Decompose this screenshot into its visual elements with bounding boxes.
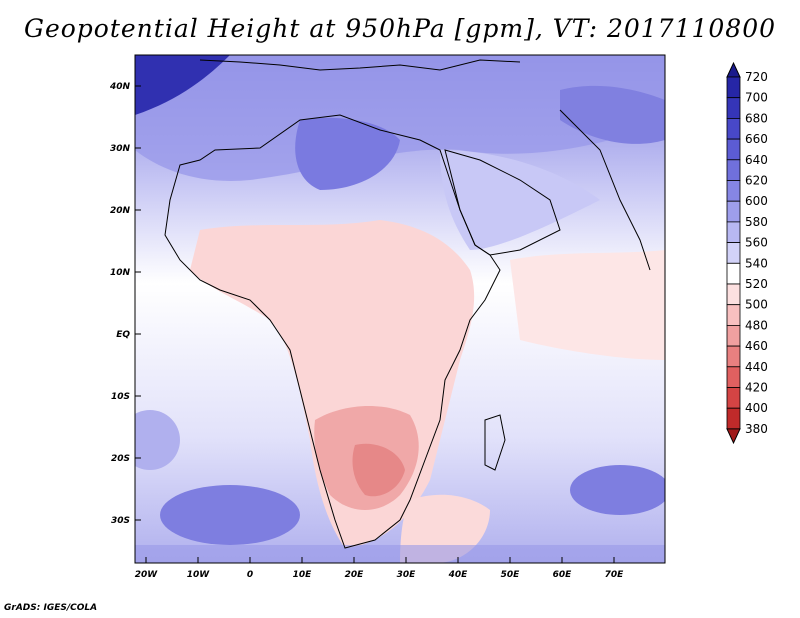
map-field [135, 55, 665, 563]
colorbar-box [726, 407, 741, 430]
colorbar-box [726, 118, 741, 140]
colorbar-label: 560 [745, 236, 768, 250]
lon-label: 40E [448, 570, 469, 580]
lat-label: EQ [116, 330, 130, 340]
colorbar-label: 700 [745, 91, 768, 105]
colorbar-box [726, 324, 741, 347]
lon-label: 50E [501, 570, 521, 580]
colorbar-box [726, 159, 741, 181]
lon-label: 0 [247, 570, 253, 580]
colorbar-box [726, 180, 741, 202]
colorbar-label: 600 [745, 194, 768, 208]
lon-label: 10E [293, 570, 313, 580]
colorbar-label: 660 [745, 132, 768, 146]
map-frame [134, 54, 666, 564]
colorbar-label: 400 [745, 401, 768, 415]
colorbar-box [726, 138, 741, 161]
colorbar-label: 680 [745, 111, 768, 125]
colorbar-box [726, 262, 741, 285]
lat-axis: 40N 30N 20N 10N EQ 10S 20S 30S [109, 82, 141, 526]
colorbar-label: 460 [745, 339, 768, 353]
colorbar-box [726, 387, 741, 409]
colorbar-label: 420 [745, 381, 768, 395]
lat-label: 10S [111, 392, 130, 402]
lon-label: 20E [345, 570, 365, 580]
chart-title: Geopotential Height at 950hPa [gpm], VT:… [23, 14, 777, 43]
colorbar-label: 480 [745, 318, 768, 332]
colorbar-box [726, 200, 741, 223]
lon-axis: 20W 10W 0 10E 20E 30E 40E 50E 60E 70E [135, 557, 624, 580]
lat-label: 20S [111, 454, 130, 464]
colorbar-label: 620 [745, 174, 768, 188]
lon-label: 60E [553, 570, 573, 580]
colorbar: 720 700 680 660 640 620 600 580 560 540 520 500 480 4… [726, 61, 768, 445]
lon-label: 20W [135, 570, 159, 580]
colorbar-label: 440 [745, 360, 768, 374]
colorbar-arrow-bottom [726, 428, 741, 445]
colorbar-label: 720 [745, 70, 768, 84]
lat-label: 20N [110, 206, 131, 216]
colorbar-label: 540 [745, 256, 768, 270]
colorbar-label: 500 [745, 298, 768, 312]
colorbar-label: 580 [745, 215, 768, 229]
colorbar-box [726, 304, 741, 326]
colorbar-box [726, 242, 741, 264]
colorbar-box [726, 345, 741, 368]
colorbar-box [726, 97, 741, 119]
colorbar-label: 380 [745, 422, 768, 436]
colorbar-box [726, 221, 741, 243]
colorbar-label: 520 [745, 277, 768, 291]
lat-label: 10N [110, 268, 131, 278]
colorbar-box [726, 366, 741, 388]
lat-label: 30N [110, 144, 131, 154]
colorbar-box [726, 76, 741, 99]
lon-label: 70E [605, 570, 625, 580]
lon-label: 10W [187, 570, 211, 580]
colorbar-box [726, 283, 741, 306]
colorbar-arrow-top [726, 61, 741, 78]
lat-label: 30S [111, 516, 130, 526]
credit-text: GrADS: IGES/COLA [4, 603, 98, 613]
lat-label: 40N [109, 82, 131, 92]
lon-label: 30E [397, 570, 417, 580]
colorbar-label: 640 [745, 153, 768, 167]
